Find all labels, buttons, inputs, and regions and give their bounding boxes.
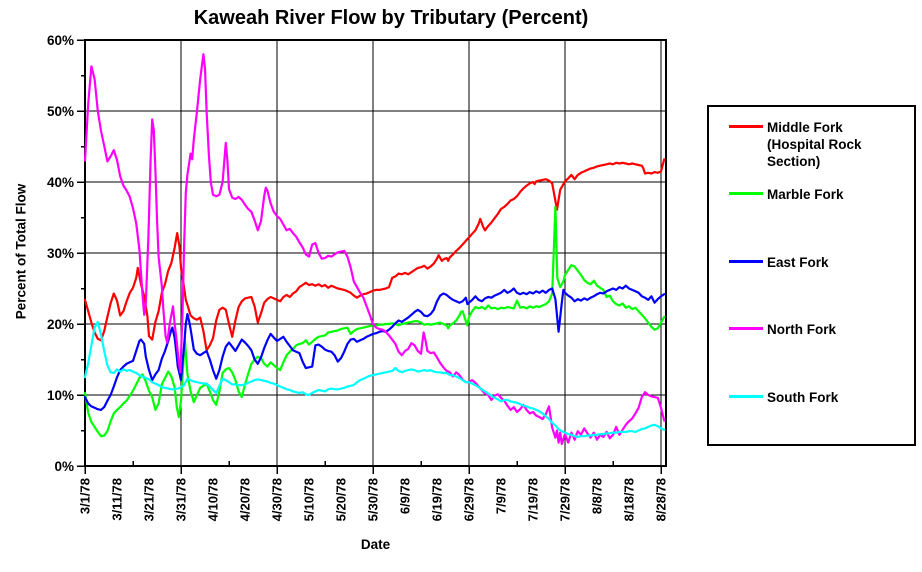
x-tick-label: 7/19/78 xyxy=(526,478,541,521)
x-tick-label: 5/20/78 xyxy=(334,478,349,521)
x-tick-label: 8/28/78 xyxy=(654,478,669,521)
legend-line-sample xyxy=(729,125,763,128)
legend-entry-east-fork: East Fork xyxy=(729,254,889,271)
series-line-south-fork xyxy=(83,320,666,438)
y-tick-labels: 0% 10% 20% 30% 40% 50% 60% xyxy=(47,33,74,474)
x-tick-label: 5/10/78 xyxy=(302,478,317,521)
x-tick-label: 6/19/78 xyxy=(430,478,445,521)
y-tick-label: 20% xyxy=(47,317,74,332)
y-axis-title: Percent of Total Flow xyxy=(13,183,29,320)
x-tick-label: 4/10/78 xyxy=(206,478,221,521)
x-tick-label: 3/11/78 xyxy=(110,478,125,521)
legend-entry-north-fork: North Fork xyxy=(729,321,889,338)
y-tick-label: 50% xyxy=(47,104,74,119)
legend-label: East Fork xyxy=(767,255,829,270)
x-tick-label: 5/30/78 xyxy=(366,478,381,521)
axis-ticks xyxy=(77,39,662,474)
series-line-marble-fork xyxy=(83,205,666,438)
legend-line-sample xyxy=(729,260,763,263)
legend-label: Marble Fork xyxy=(767,187,844,202)
series-line-east-fork xyxy=(83,284,666,411)
x-tick-label: 8/8/78 xyxy=(590,478,605,514)
y-tick-label: 30% xyxy=(47,246,74,261)
x-tick-label: 4/20/78 xyxy=(238,478,253,521)
legend-line-sample xyxy=(729,192,763,195)
x-tick-label: 6/29/78 xyxy=(462,478,477,521)
legend-entry-middle-fork-hospital-rock-section: Middle Fork (Hospital Rock Section) xyxy=(729,119,889,170)
y-tick-label: 10% xyxy=(47,388,74,403)
legend: Middle Fork (Hospital Rock Section) Marbl… xyxy=(707,105,916,446)
x-tick-label: 7/29/78 xyxy=(558,478,573,521)
legend-entry-marble-fork: Marble Fork xyxy=(729,186,889,203)
y-tick-label: 60% xyxy=(47,33,74,48)
legend-label: North Fork xyxy=(767,322,836,337)
legend-label: South Fork xyxy=(767,390,839,405)
x-tick-label: 3/31/78 xyxy=(174,478,189,521)
x-tick-label: 8/18/78 xyxy=(622,478,637,521)
legend-label: Middle Fork (Hospital Rock Section) xyxy=(767,120,862,169)
series-line-middle-fork-hospital-rock-section xyxy=(83,158,666,352)
y-tick-label: 0% xyxy=(54,459,74,474)
x-tick-labels: 3/1/78 3/11/78 3/21/78 3/31/78 4/10/78 4/20/7… xyxy=(78,478,669,521)
x-tick-label: 4/30/78 xyxy=(270,478,285,521)
legend-line-sample xyxy=(729,327,763,330)
x-tick-label: 3/21/78 xyxy=(142,478,157,521)
x-axis-title: Date xyxy=(360,537,391,552)
x-tick-label: 7/9/78 xyxy=(494,478,509,514)
horizontal-gridlines xyxy=(85,39,666,396)
x-tick-label: 3/1/78 xyxy=(78,478,93,514)
plot-border xyxy=(84,39,667,467)
legend-entry-south-fork: South Fork xyxy=(729,389,889,406)
series-line-north-fork xyxy=(83,53,666,446)
chart-title: Kaweah River Flow by Tributary (Percent) xyxy=(193,7,589,29)
x-tick-label: 6/9/78 xyxy=(398,478,413,514)
legend-line-sample xyxy=(729,395,763,398)
y-tick-label: 40% xyxy=(47,175,74,190)
